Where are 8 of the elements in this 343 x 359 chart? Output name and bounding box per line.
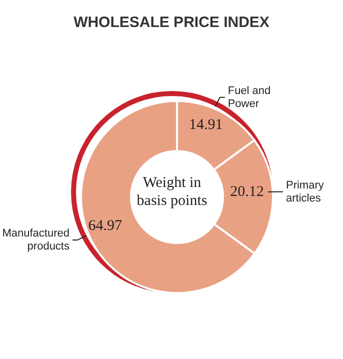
- text: Weight in basis points: [136, 175, 208, 209]
- data-label: 64.97: [88, 218, 123, 234]
- data-label: 14.91: [188, 117, 223, 134]
- slice-label: Fuel and Power: [228, 84, 271, 110]
- slice-label: Manufactured products: [2, 228, 70, 253]
- data-label: 20.12: [230, 184, 264, 200]
- chart-title: WHOLESALE PRICE INDEX: [72, 14, 270, 31]
- slice-label: Primary articles: [286, 179, 324, 204]
